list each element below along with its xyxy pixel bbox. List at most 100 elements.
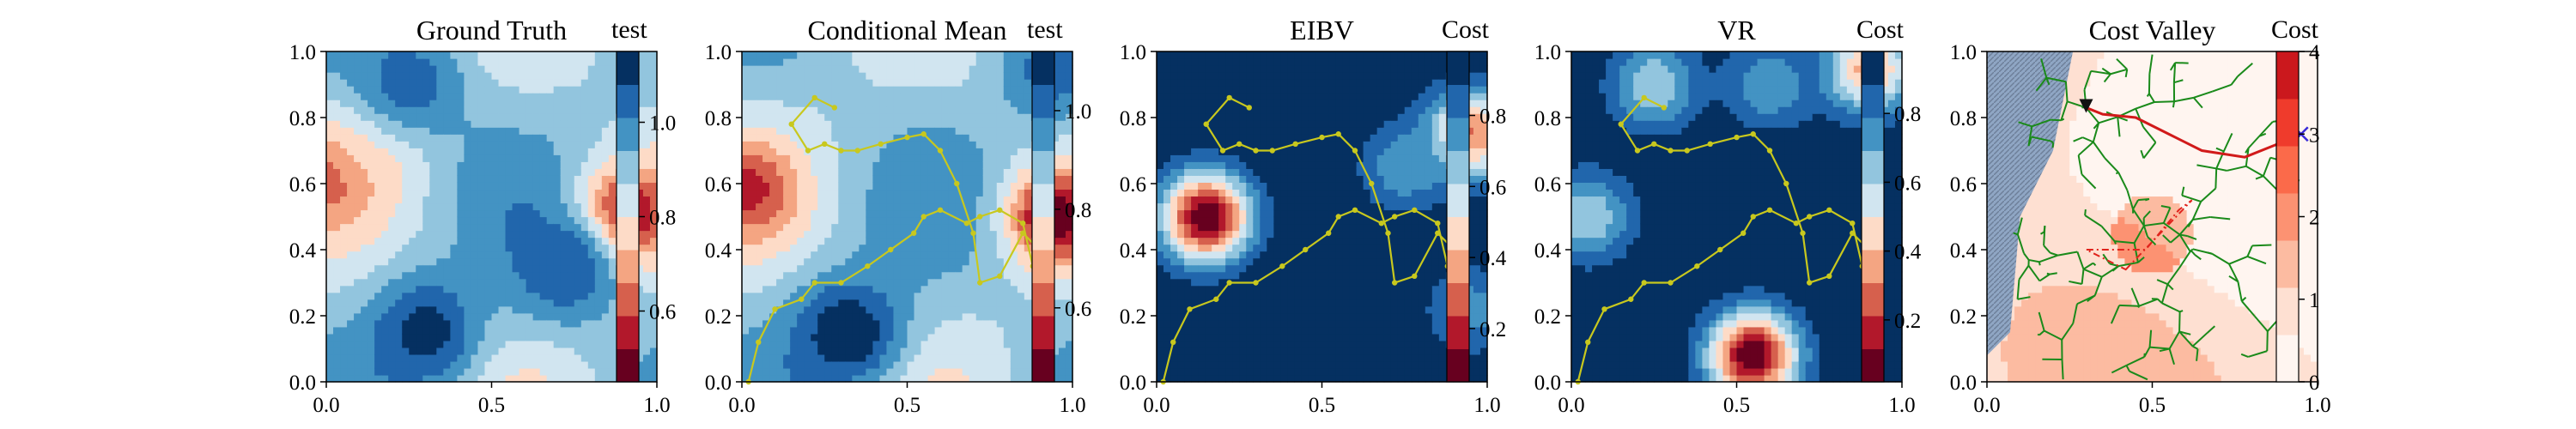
heatmap-cell bbox=[1017, 367, 1025, 376]
heatmap-cell bbox=[416, 168, 423, 176]
heatmap-cell bbox=[402, 134, 410, 142]
heatmap-cell bbox=[783, 216, 791, 225]
heatmap-cell bbox=[574, 120, 582, 128]
heatmap-cell bbox=[1010, 237, 1018, 245]
heatmap-cell bbox=[749, 333, 756, 341]
heatmap-cell bbox=[920, 340, 929, 348]
heatmap-cell bbox=[948, 202, 957, 211]
heatmap-cell bbox=[756, 326, 763, 335]
heatmap-cell bbox=[1184, 209, 1192, 218]
heatmap-cell bbox=[927, 154, 936, 162]
heatmap-cell bbox=[546, 237, 555, 245]
heatmap-cell bbox=[982, 148, 991, 155]
heatmap-cell bbox=[1157, 120, 1164, 128]
heatmap-cell bbox=[1003, 141, 1012, 148]
heatmap-cell bbox=[395, 154, 403, 162]
heatmap-cell bbox=[505, 264, 513, 273]
heatmap-cell bbox=[920, 93, 929, 100]
heatmap-cell bbox=[484, 230, 493, 239]
heatmap-cell bbox=[914, 230, 922, 239]
heatmap-cell bbox=[872, 251, 881, 259]
heatmap-cell bbox=[416, 244, 423, 252]
heatmap-cell bbox=[505, 367, 513, 376]
heatmap-cell bbox=[422, 127, 430, 135]
heatmap-cell bbox=[464, 347, 472, 355]
heatmap-cell bbox=[790, 65, 798, 73]
heatmap-cell bbox=[512, 134, 520, 142]
heatmap-cell bbox=[388, 305, 396, 314]
heatmap-cell bbox=[845, 223, 853, 232]
heatmap-cell bbox=[920, 333, 929, 341]
heatmap-cell bbox=[1191, 175, 1199, 183]
heatmap-cell bbox=[879, 299, 888, 307]
heatmap-cell bbox=[859, 168, 866, 176]
heatmap-cell bbox=[374, 244, 382, 252]
heatmap-cell bbox=[409, 340, 416, 348]
heatmap-cell bbox=[948, 86, 957, 94]
heatmap-cell bbox=[914, 305, 922, 314]
heatmap-cell bbox=[975, 257, 984, 266]
heatmap-cell bbox=[1170, 175, 1178, 183]
heatmap-cell bbox=[436, 244, 444, 252]
heatmap-cell bbox=[907, 127, 915, 135]
heatmap-cell bbox=[361, 134, 368, 142]
heatmap-cell bbox=[1058, 257, 1066, 266]
heatmap-cell bbox=[914, 360, 922, 369]
heatmap-cell bbox=[1024, 353, 1032, 362]
heatmap-cell bbox=[443, 51, 451, 59]
heatmap-cell bbox=[642, 230, 651, 239]
heatmap-cell bbox=[907, 251, 915, 259]
heatmap-cell bbox=[1024, 340, 1032, 348]
heatmap-cell bbox=[594, 312, 603, 321]
heatmap-cell bbox=[594, 209, 603, 218]
heatmap-cell bbox=[1170, 154, 1178, 162]
heatmap-cell bbox=[1003, 93, 1012, 100]
heatmap-cell bbox=[907, 223, 915, 232]
heatmap-cell bbox=[333, 86, 341, 94]
heatmap-cell bbox=[450, 93, 458, 100]
heatmap-cell bbox=[443, 278, 451, 287]
heatmap-cell bbox=[361, 353, 368, 362]
heatmap-cell bbox=[436, 100, 444, 107]
heatmap-cell bbox=[484, 257, 493, 266]
heatmap-cell bbox=[872, 120, 881, 128]
heatmap-cell bbox=[471, 189, 479, 197]
heatmap-cell bbox=[1010, 168, 1018, 176]
heatmap-cell bbox=[756, 127, 763, 135]
heatmap-cell bbox=[955, 326, 963, 335]
heatmap-cell bbox=[941, 305, 950, 314]
heatmap-cell bbox=[464, 120, 472, 128]
heatmap-cell bbox=[1177, 216, 1185, 225]
heatmap-cell bbox=[824, 168, 832, 176]
heatmap-cell bbox=[1065, 148, 1073, 155]
heatmap-cell bbox=[845, 244, 853, 252]
heatmap-cell bbox=[1065, 278, 1073, 287]
heatmap-cell bbox=[783, 251, 791, 259]
heatmap-cell bbox=[907, 353, 915, 362]
heatmap-cell bbox=[749, 106, 756, 114]
heatmap-cell bbox=[982, 360, 991, 369]
heatmap-cell bbox=[457, 326, 465, 335]
heatmap-cell bbox=[762, 230, 770, 239]
heatmap-cell bbox=[975, 299, 984, 307]
heatmap-cell bbox=[512, 168, 520, 176]
heatmap-cell bbox=[1051, 168, 1060, 176]
heatmap-cell bbox=[1184, 196, 1192, 204]
heatmap-cell bbox=[879, 257, 888, 266]
heatmap-cell bbox=[859, 141, 866, 148]
heatmap-cell bbox=[749, 223, 756, 232]
heatmap-cell bbox=[824, 216, 832, 225]
heatmap-cell bbox=[388, 347, 396, 355]
heatmap-cell bbox=[498, 347, 507, 355]
heatmap-cell bbox=[526, 319, 534, 328]
heatmap-cell bbox=[395, 271, 403, 280]
heatmap-cell bbox=[989, 86, 998, 94]
heatmap-cell bbox=[996, 312, 1005, 321]
heatmap-cell bbox=[326, 93, 334, 100]
heatmap-cell bbox=[811, 51, 818, 59]
heatmap-cell bbox=[948, 51, 957, 59]
heatmap-cell bbox=[742, 134, 750, 142]
heatmap-cell bbox=[893, 127, 902, 135]
heatmap-cell bbox=[1051, 120, 1060, 128]
heatmap-cell bbox=[783, 51, 791, 59]
